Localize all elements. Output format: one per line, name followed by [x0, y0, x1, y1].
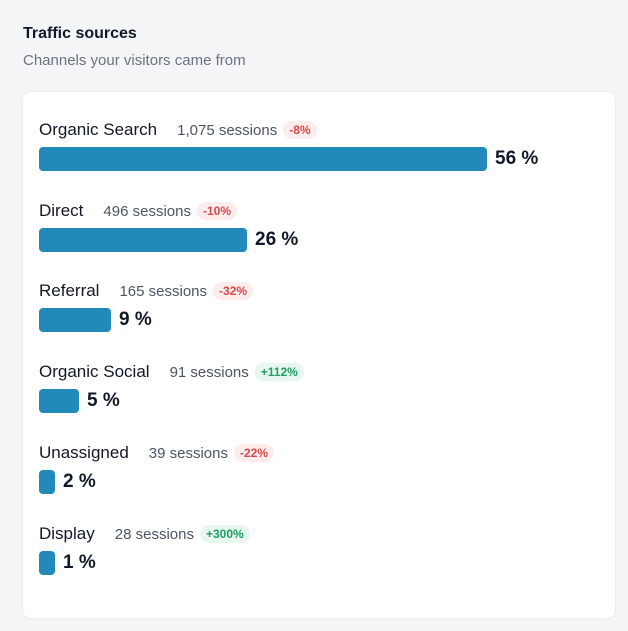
change-badge: -8%: [283, 121, 317, 139]
share-percent: 26 %: [255, 229, 299, 250]
channel-sessions: 91 sessions: [169, 363, 249, 381]
share-bar: [39, 551, 55, 575]
channel-name: Organic Social: [39, 362, 150, 381]
change-badge: -10%: [196, 202, 237, 220]
change-badge: -22%: [234, 444, 275, 462]
share-bar: [39, 470, 55, 494]
channel-sessions: 39 sessions: [148, 444, 228, 462]
channel-name: Direct: [39, 201, 84, 220]
channel-row-display: Display 28 sessions +300% 1 %: [39, 523, 599, 583]
change-badge: +300%: [199, 525, 250, 543]
change-badge: -32%: [213, 282, 254, 300]
channel-row-referral: Referral 165 sessions -32% 9 %: [39, 280, 599, 340]
channel-row-unassigned: Unassigned 39 sessions -22% 2 %: [39, 442, 599, 502]
share-percent: 2 %: [63, 471, 96, 492]
widget-subtitle: Channels your visitors came from: [23, 52, 246, 69]
share-percent: 56 %: [495, 148, 539, 169]
channel-sessions: 496 sessions: [103, 202, 191, 220]
channel-name: Referral: [39, 281, 100, 300]
change-badge: +112%: [254, 363, 304, 381]
channel-row-direct: Direct 496 sessions -10% 26 %: [39, 200, 599, 260]
channel-sessions: 1,075 sessions: [177, 121, 278, 139]
channel-sessions: 165 sessions: [119, 282, 208, 300]
channel-sessions: 28 sessions: [114, 525, 194, 543]
share-bar: [39, 228, 247, 252]
share-bar: [39, 308, 111, 332]
channel-row-organic-search: Organic Search 1,075 sessions -8% 56 %: [39, 119, 599, 179]
channel-row-organic-social: Organic Social 91 sessions +112% 5 %: [39, 361, 599, 421]
share-percent: 9 %: [119, 309, 152, 330]
share-percent: 1 %: [63, 552, 96, 573]
share-percent: 5 %: [87, 390, 120, 411]
widget-title: Traffic sources: [23, 25, 137, 42]
channel-name: Organic Search: [39, 120, 158, 139]
share-bar: [39, 147, 487, 171]
share-bar: [39, 389, 79, 413]
channel-name: Unassigned: [39, 443, 129, 462]
channel-name: Display: [39, 524, 95, 543]
channels-card: Organic Search 1,075 sessions -8% 56 % D…: [23, 92, 615, 618]
